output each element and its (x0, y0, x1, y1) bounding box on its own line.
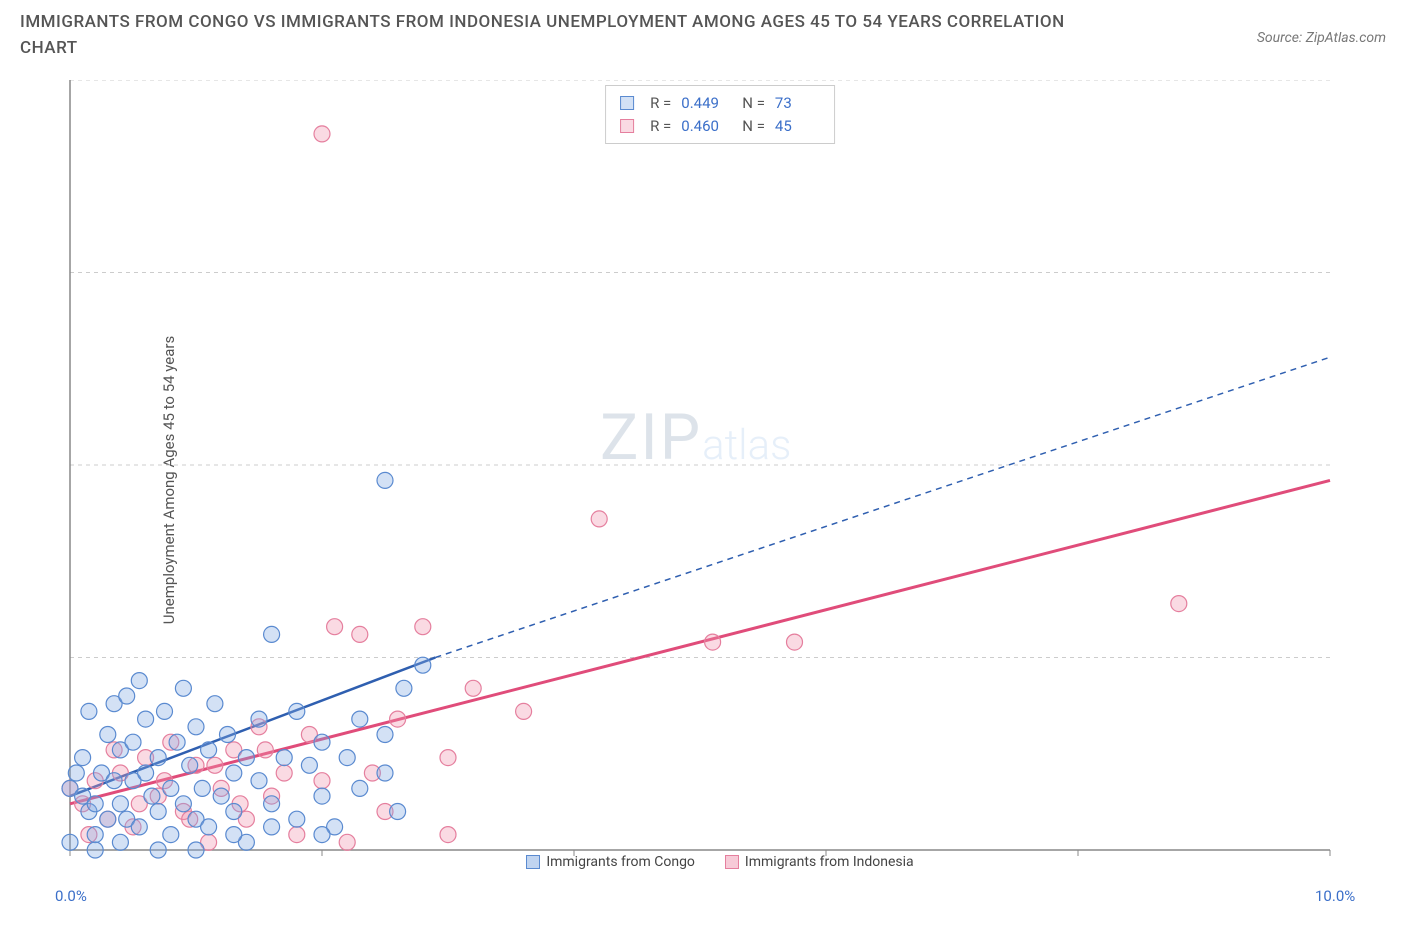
legend-item-indonesia: Immigrants from Indonesia (725, 854, 914, 870)
stat-r-congo: 0.449 (681, 92, 726, 115)
stats-row-indonesia: R = 0.460 N = 45 (620, 115, 820, 138)
legend-swatch-indonesia (620, 119, 634, 133)
legend-item-congo: Immigrants from Congo (526, 854, 695, 870)
stat-n-congo: 73 (775, 92, 820, 115)
legend-swatch-congo (620, 96, 634, 110)
stats-legend: R = 0.449 N = 73 R = 0.460 N = 45 (605, 85, 835, 144)
y-tick-label: 50.0% (1395, 70, 1406, 88)
stats-row-congo: R = 0.449 N = 73 (620, 92, 820, 115)
stat-r-indonesia: 0.460 (681, 115, 726, 138)
stat-label-r: R = (650, 92, 671, 115)
legend-label: Immigrants from Indonesia (745, 854, 914, 870)
stat-label-r: R = (650, 115, 671, 138)
stat-n-indonesia: 45 (775, 115, 820, 138)
legend-swatch-icon (725, 855, 739, 869)
x-tick-label: 0.0% (55, 887, 87, 905)
x-tick-label: 10.0% (1315, 887, 1355, 905)
y-tick-label: 25.0% (1395, 455, 1406, 473)
legend-label: Immigrants from Congo (546, 854, 695, 870)
legend-swatch-icon (526, 855, 540, 869)
source-attribution: Source: ZipAtlas.com (1257, 30, 1386, 46)
stat-label-n: N = (742, 115, 765, 138)
stat-label-n: N = (742, 92, 765, 115)
chart-container: Unemployment Among Ages 45 to 54 years Z… (50, 80, 1390, 880)
y-tick-label: 37.5% (1395, 263, 1406, 281)
chart-svg (50, 80, 1390, 880)
chart-title: IMMIGRANTS FROM CONGO VS IMMIGRANTS FROM… (20, 10, 1120, 61)
series-legend: Immigrants from Congo Immigrants from In… (50, 854, 1390, 870)
y-tick-label: 12.5% (1395, 648, 1406, 666)
